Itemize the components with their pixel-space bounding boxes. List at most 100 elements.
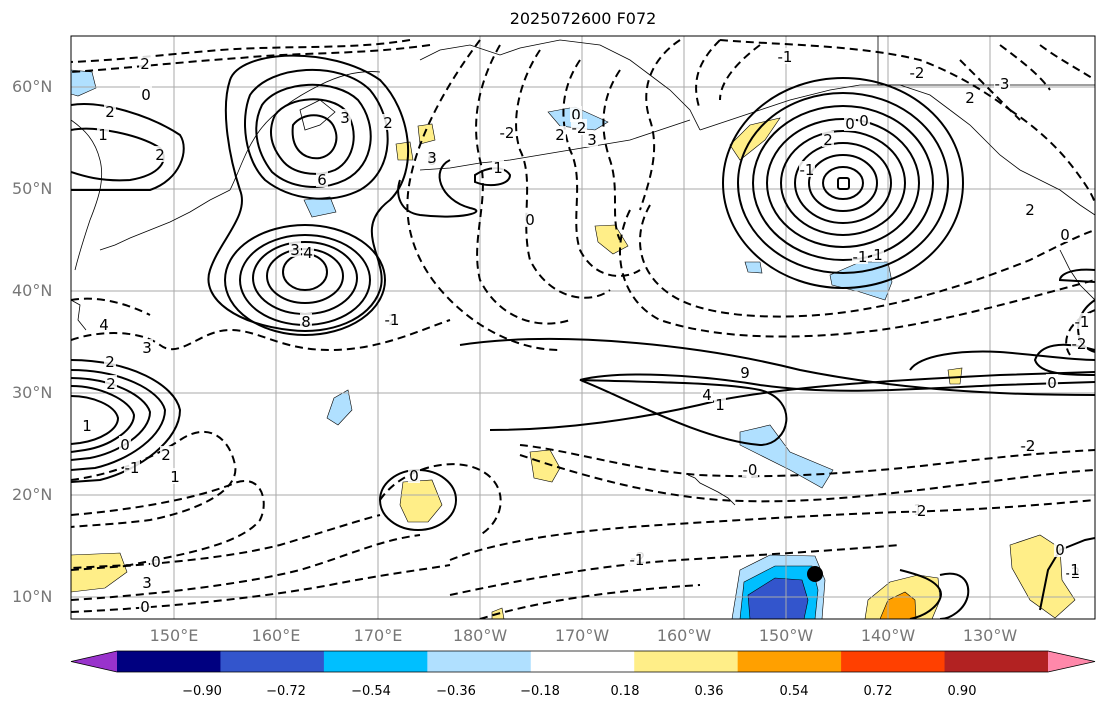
lat-label-60n: 60°N bbox=[12, 77, 53, 96]
dashed-contours bbox=[71, 39, 1095, 619]
contour-label-background bbox=[339, 109, 351, 125]
contour-label: 6 bbox=[317, 171, 327, 189]
contour-label: -2 bbox=[572, 119, 587, 137]
contour-label-background bbox=[911, 502, 927, 518]
contour-label: -2 bbox=[910, 64, 925, 82]
contour-label: 2 bbox=[823, 131, 833, 149]
lon-label-160w: 160°W bbox=[656, 626, 712, 645]
colorbar-segment bbox=[944, 651, 1049, 672]
contour-label: 0 bbox=[120, 436, 130, 454]
orange-region bbox=[879, 591, 917, 619]
yellow-region bbox=[729, 117, 781, 161]
yellow-region bbox=[529, 449, 561, 483]
colorbar-segment bbox=[220, 651, 325, 672]
lon-label-180w: 180°W bbox=[452, 626, 508, 645]
contour-label-background bbox=[1074, 313, 1090, 329]
colorbar-tick-label: −0.18 bbox=[520, 684, 560, 699]
lon-label-140w: 140°W bbox=[860, 626, 916, 645]
contour-label: 3 bbox=[427, 149, 437, 167]
hawaii-islands bbox=[687, 474, 736, 506]
contour-label-background bbox=[124, 459, 140, 475]
contour-label-background bbox=[139, 55, 151, 71]
contour-label: -1 bbox=[125, 459, 140, 477]
contour-label-background bbox=[81, 417, 93, 433]
contour-label: 4 bbox=[303, 244, 313, 262]
contour-label: 2 bbox=[106, 375, 116, 393]
contour-label: 0 bbox=[525, 211, 535, 229]
contour-label: 3 bbox=[340, 109, 350, 127]
lat-label-20n: 20°N bbox=[12, 485, 53, 504]
contour-label: 1 bbox=[715, 396, 725, 414]
contour-label: 2 bbox=[161, 446, 171, 464]
blue-region bbox=[326, 389, 353, 426]
contour-label-background bbox=[1024, 201, 1036, 217]
contour-label: 0 bbox=[1055, 541, 1065, 559]
aleutian-chain bbox=[419, 119, 691, 171]
contour-label: 4 bbox=[99, 316, 109, 334]
contour-label-background bbox=[1069, 561, 1081, 577]
contour-label: 0 bbox=[859, 112, 869, 130]
contour-label-background bbox=[154, 146, 166, 162]
contour-label-background bbox=[1046, 374, 1058, 390]
blue-region bbox=[744, 261, 763, 274]
contour-label: -1 bbox=[630, 551, 645, 569]
colorbar-segment bbox=[737, 651, 842, 672]
contour-label-background bbox=[844, 115, 856, 131]
yellow-region bbox=[417, 123, 436, 145]
contour-label: 4 bbox=[702, 386, 712, 404]
contour-label-background bbox=[104, 103, 116, 119]
colorbar-tick-label: 0.90 bbox=[947, 684, 977, 699]
contour-label-background bbox=[1071, 335, 1087, 351]
colorbar bbox=[70, 650, 1096, 673]
colorbar-tick-label: 0.36 bbox=[694, 684, 724, 699]
contour-label-background bbox=[300, 313, 312, 329]
contour-label-background bbox=[524, 211, 536, 227]
contour-label-background bbox=[714, 396, 726, 412]
bc-coast bbox=[949, 109, 1095, 216]
contour-label-background bbox=[701, 386, 713, 402]
contour-label: -1 bbox=[385, 311, 400, 329]
contour-label-background bbox=[872, 246, 884, 262]
contour-label: -0 bbox=[743, 461, 758, 479]
contour-label: 1 bbox=[493, 159, 503, 177]
storm-center-marker bbox=[807, 566, 823, 582]
contour-label-background bbox=[384, 311, 400, 327]
colorbar-tick-label: −0.72 bbox=[266, 684, 306, 699]
contour-label: -2 bbox=[500, 124, 515, 142]
map-plot-area: 2021230-2230-2-1-2-32002-1-1143682234322… bbox=[71, 36, 1095, 619]
alaska-coast bbox=[699, 84, 951, 131]
contour-label-background bbox=[1059, 226, 1071, 242]
lat-label-40n: 40°N bbox=[12, 281, 53, 300]
contour-label-background bbox=[571, 119, 587, 135]
contour-label-background bbox=[777, 48, 793, 64]
contour-label-background bbox=[629, 551, 645, 567]
contour-label-background bbox=[97, 126, 109, 142]
yellow-region bbox=[947, 367, 963, 385]
contour-label-background bbox=[408, 467, 420, 483]
contour-label-background bbox=[858, 112, 870, 128]
contour-label: -2 bbox=[912, 502, 927, 520]
contour-label: 2 bbox=[105, 103, 115, 121]
colorbar-tick-label: 0.18 bbox=[610, 684, 640, 699]
contour-label: 3 bbox=[290, 241, 300, 259]
contour-label: 2 bbox=[555, 126, 565, 144]
colorbar-segment bbox=[427, 651, 532, 672]
contour-label: 3 bbox=[587, 131, 597, 149]
contour-label: 1 bbox=[82, 417, 92, 435]
colorbar-outline bbox=[70, 650, 1096, 673]
contour-label: 1 bbox=[873, 246, 883, 264]
yellow-region bbox=[399, 479, 443, 523]
lon-label-170e: 170°E bbox=[353, 626, 403, 645]
contour-label: -1 bbox=[853, 248, 868, 266]
contour-label-background bbox=[739, 364, 751, 380]
contour-label: 1 bbox=[170, 468, 180, 486]
contour-label: 2 bbox=[105, 353, 115, 371]
colorbar-extend-high bbox=[1048, 651, 1095, 672]
contour-labels: 2021230-2230-2-1-2-32002-1-1143682234322… bbox=[81, 48, 1090, 616]
contour-label: 8 bbox=[301, 313, 311, 331]
contour-label-background bbox=[852, 248, 868, 264]
blue-region bbox=[303, 196, 337, 218]
contour-label-background bbox=[105, 375, 117, 391]
colorbar-segment bbox=[634, 651, 739, 672]
